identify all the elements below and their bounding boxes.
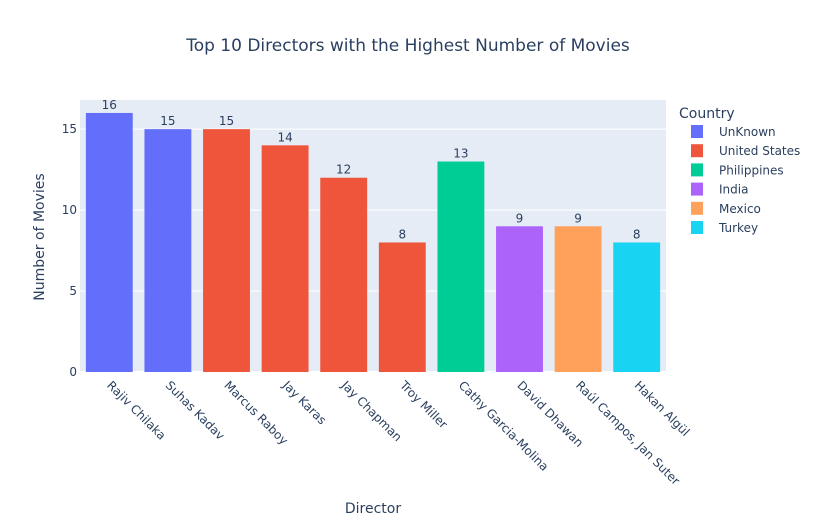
bar-value-label: 8 [398,227,406,241]
y-axis-ticks: 0 5 10 15 [62,122,77,379]
legend-swatch [691,163,703,177]
bar[interactable] [144,129,192,372]
y-axis-title: Number of Movies [32,173,48,300]
x-tick-label: Suhas Kadav [163,378,228,443]
legend-swatch [691,182,703,196]
bar-value-label: 9 [574,211,582,225]
legend-title: Country [679,106,735,122]
y-tick-label: 0 [69,365,77,379]
legend-item-label[interactable]: India [719,183,748,197]
bar-value-label: 16 [102,98,117,112]
bar[interactable] [261,145,309,372]
bar[interactable] [613,242,661,372]
y-tick-label: 5 [69,284,77,298]
bar[interactable] [437,161,485,372]
bar[interactable] [320,177,368,372]
bar[interactable] [203,129,250,372]
x-tick-label: Raúl Campos, Jan Suter [573,378,683,488]
legend-item-label[interactable]: UnKnown [719,125,776,139]
bar-value-label: 15 [160,114,175,128]
legend-item-label[interactable]: Turkey [718,221,758,235]
bars [85,112,661,372]
y-tick-label: 15 [62,122,77,136]
legend-item-label[interactable]: Philippines [719,163,784,177]
legend-swatch [691,125,703,138]
bar-value-label: 9 [516,211,524,225]
x-axis-title: Director [345,501,401,517]
legend-swatch [691,201,703,215]
bar-labels: 16 15 15 14 12 8 13 9 9 8 [102,98,641,242]
legend-item-label[interactable]: United States [719,144,800,158]
bar-value-label: 15 [219,114,234,128]
bar[interactable] [496,226,543,372]
x-tick-label: Jay Karas [279,378,329,428]
x-tick-label: Hakan Algül [632,378,693,439]
bar-value-label: 12 [336,163,351,177]
chart-title: Top 10 Directors with the Highest Number… [185,36,630,56]
legend: Country UnKnown United States Philippines I… [679,106,800,235]
x-tick-label: Rajiv Chilaka [104,378,168,442]
bar-value-label: 13 [453,147,468,161]
x-tick-label: Marcus Raboy [221,378,290,447]
bar-value-label: 8 [633,227,641,241]
y-tick-label: 10 [62,203,77,217]
x-tick-label: Troy Miller [396,378,450,432]
x-tick-label: Jay Chapman [338,378,405,445]
legend-swatch [691,144,703,158]
bar[interactable] [378,242,426,372]
legend-swatch [691,221,703,234]
bar[interactable] [85,112,133,372]
legend-item-label[interactable]: Mexico [719,202,761,216]
bar[interactable] [554,226,602,372]
bar-value-label: 14 [277,130,292,144]
